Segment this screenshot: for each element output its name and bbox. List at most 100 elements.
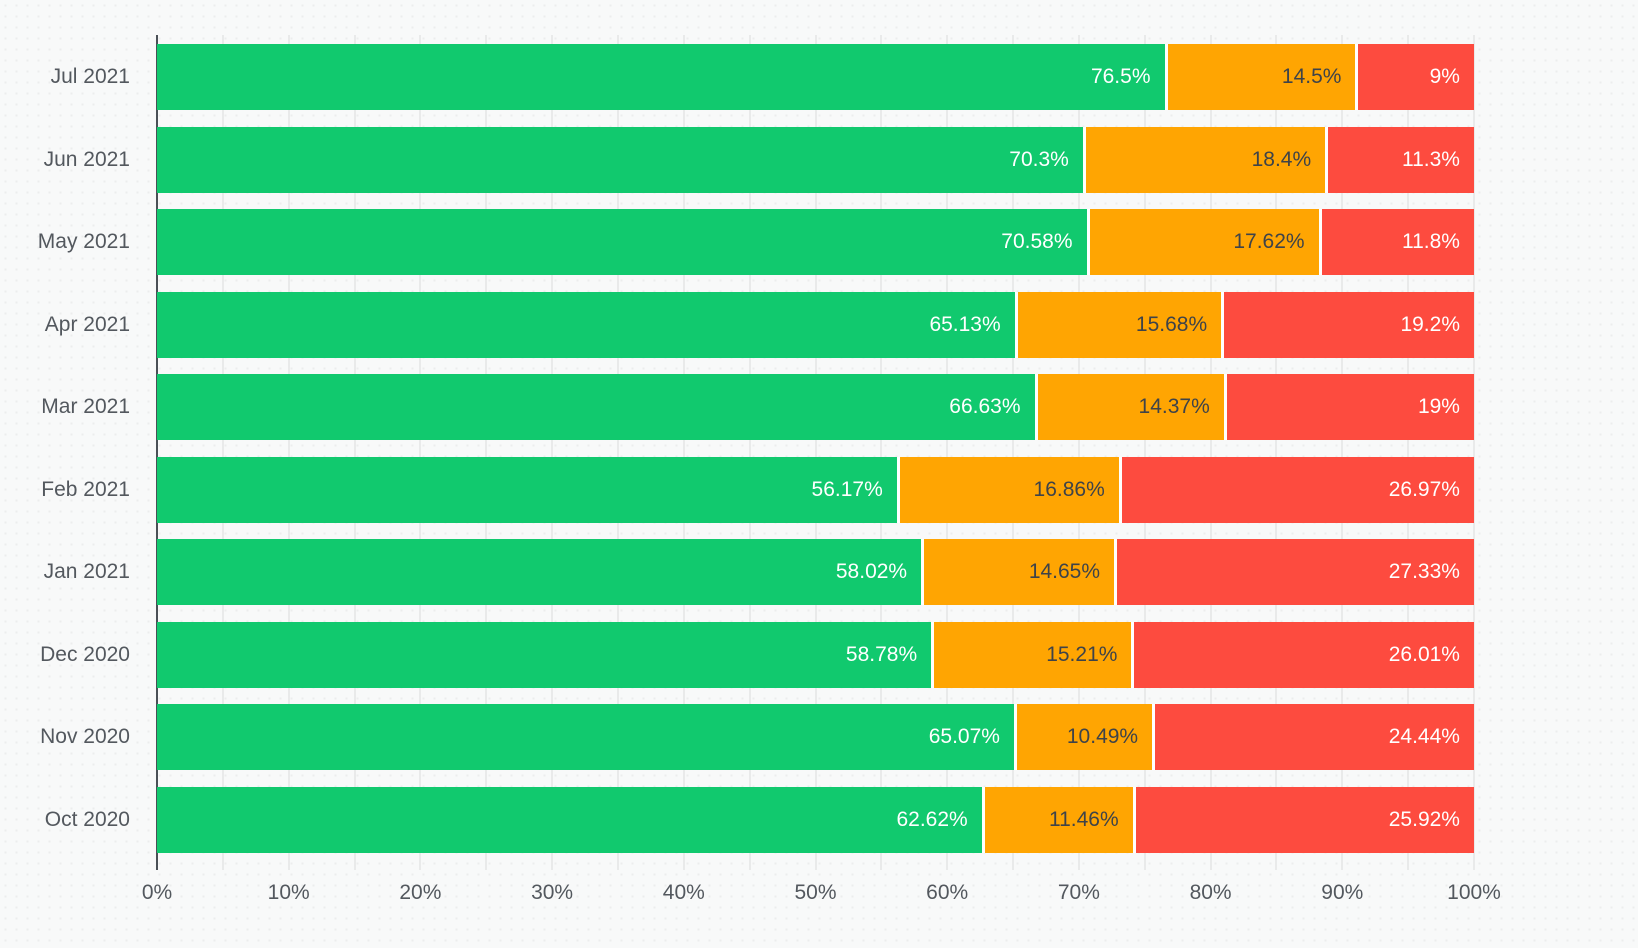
chart-row: Jan 2021 58.02% 14.65% 27.33% xyxy=(0,539,1474,606)
bar-segment-orange[interactable]: 11.46% xyxy=(981,786,1133,853)
stacked-bar: 65.13% 15.68% 19.2% xyxy=(157,291,1474,358)
bar-segment-orange[interactable]: 10.49% xyxy=(1013,704,1153,771)
chart-row: Nov 2020 65.07% 10.49% 24.44% xyxy=(0,704,1474,771)
segment-value-label: 70.58% xyxy=(1001,230,1073,254)
bar-segment-orange[interactable]: 15.68% xyxy=(1014,291,1222,358)
bar-segment-red[interactable]: 26.97% xyxy=(1118,456,1474,523)
bar-segment-orange[interactable]: 15.21% xyxy=(931,621,1132,688)
bar-segment-green[interactable]: 56.17% xyxy=(157,456,897,523)
stacked-bar: 76.5% 14.5% 9% xyxy=(157,44,1474,110)
x-axis: 0% 10% 20% 30% 40% 50% 60% 70% 80% 90% 100% xyxy=(142,881,1501,911)
y-axis-label: May 2021 xyxy=(37,230,130,254)
stacked-bar: 58.78% 15.21% 26.01% xyxy=(157,621,1474,688)
segment-value-label: 9% xyxy=(1429,65,1460,88)
chart-row: Jun 2021 70.3% 18.4% 11.3% xyxy=(0,126,1474,193)
bar-segment-orange[interactable]: 16.86% xyxy=(896,456,1119,523)
y-axis-label: Oct 2020 xyxy=(44,807,130,831)
bar-segment-red[interactable]: 26.01% xyxy=(1131,621,1474,688)
gridline xyxy=(814,35,817,870)
gridline xyxy=(419,35,422,870)
segment-value-label: 14.5% xyxy=(1281,65,1342,88)
segment-value-label: 10.49% xyxy=(1066,725,1139,749)
segment-value-label: 25.92% xyxy=(1388,807,1460,831)
x-axis-tick-label: 80% xyxy=(1189,881,1232,904)
x-axis-tick-label: 30% xyxy=(531,881,574,904)
gridline xyxy=(748,35,751,870)
bar-segment-green[interactable]: 66.63% xyxy=(157,374,1035,441)
segment-value-label: 76.5% xyxy=(1090,65,1151,88)
bar-segment-red[interactable]: 11.3% xyxy=(1325,126,1474,193)
bar-segment-green[interactable]: 62.62% xyxy=(157,786,982,853)
segment-value-label: 11.46% xyxy=(1048,807,1119,831)
stacked-bar: 62.62% 11.46% 25.92% xyxy=(157,786,1474,853)
segment-value-label: 11.8% xyxy=(1401,230,1460,254)
bar-segment-green[interactable]: 58.02% xyxy=(157,539,922,606)
stacked-bar: 70.3% 18.4% 11.3% xyxy=(157,126,1474,193)
bar-segment-red[interactable]: 19% xyxy=(1223,374,1474,441)
bar-segment-red[interactable]: 25.92% xyxy=(1132,786,1474,853)
segment-value-label: 14.65% xyxy=(1028,560,1101,584)
bar-segment-orange[interactable]: 14.37% xyxy=(1034,374,1224,441)
stacked-bar: 70.58% 17.62% 11.8% xyxy=(157,209,1474,276)
y-axis-label: Apr 2021 xyxy=(44,312,130,336)
segment-value-label: 26.01% xyxy=(1388,642,1460,666)
x-axis-tick-label: 40% xyxy=(662,881,705,904)
segment-value-label: 26.97% xyxy=(1388,477,1460,501)
stacked-bar: 66.63% 14.37% 19% xyxy=(157,374,1474,441)
y-axis-label: Jul 2021 xyxy=(50,65,130,88)
plot-gridlines xyxy=(157,35,1475,870)
segment-value-label: 18.4% xyxy=(1251,147,1312,171)
x-axis-tick-label: 70% xyxy=(1057,881,1100,904)
bar-segment-green[interactable]: 76.5% xyxy=(157,44,1165,110)
segment-value-label: 15.68% xyxy=(1135,312,1208,336)
stacked-bar: 58.02% 14.65% 27.33% xyxy=(157,539,1474,606)
chart-row: Jul 2021 76.5% 14.5% 9% xyxy=(0,44,1474,110)
gridline xyxy=(946,35,949,870)
bar-segment-green[interactable]: 65.13% xyxy=(157,291,1015,358)
bar-segment-orange[interactable]: 14.65% xyxy=(921,539,1115,606)
bar-segment-red[interactable]: 27.33% xyxy=(1114,539,1474,606)
gridline xyxy=(551,35,554,870)
segment-value-label: 16.86% xyxy=(1033,477,1105,501)
bar-segment-red[interactable]: 24.44% xyxy=(1152,704,1474,771)
bar-segment-green[interactable]: 70.58% xyxy=(157,209,1087,276)
bar-segment-green[interactable]: 58.78% xyxy=(157,621,932,688)
gridline xyxy=(485,35,488,870)
segment-value-label: 58.78% xyxy=(845,642,918,666)
segment-value-label: 70.3% xyxy=(1009,147,1069,171)
chart-row: Mar 2021 66.63% 14.37% 19% xyxy=(0,374,1474,441)
y-axis-label: Dec 2020 xyxy=(40,642,130,666)
gridline xyxy=(1012,35,1015,870)
gridline xyxy=(1209,35,1212,870)
segment-value-label: 58.02% xyxy=(835,560,908,584)
bar-segment-orange[interactable]: 17.62% xyxy=(1086,209,1319,276)
bar-segment-orange[interactable]: 14.5% xyxy=(1164,44,1356,110)
gridline xyxy=(287,35,290,870)
gridline xyxy=(880,35,883,870)
x-axis-tick-label: 100% xyxy=(1447,881,1501,904)
y-axis-label: Nov 2020 xyxy=(40,725,130,749)
segment-value-label: 66.63% xyxy=(949,395,1021,419)
gridline xyxy=(221,35,224,870)
x-axis-tick-label: 0% xyxy=(141,881,173,904)
bar-segment-green[interactable]: 65.07% xyxy=(157,704,1014,771)
chart-row: May 2021 70.58% 17.62% 11.8% xyxy=(0,209,1474,276)
segment-value-label: 14.37% xyxy=(1138,395,1210,419)
bar-segment-orange[interactable]: 18.4% xyxy=(1082,126,1326,193)
segment-value-label: 65.07% xyxy=(928,725,1000,749)
segment-value-label: 19.2% xyxy=(1400,312,1460,336)
bar-segment-red[interactable]: 11.8% xyxy=(1318,209,1474,276)
x-axis-tick-label: 50% xyxy=(794,881,837,904)
bar-segment-red[interactable]: 9% xyxy=(1355,44,1474,110)
y-axis-label: Jan 2021 xyxy=(43,560,130,584)
gridline xyxy=(1341,35,1344,870)
gridline xyxy=(1275,35,1278,870)
bar-segment-green[interactable]: 70.3% xyxy=(157,126,1083,193)
stacked-bar: 65.07% 10.49% 24.44% xyxy=(157,704,1474,771)
y-axis-label: Jun 2021 xyxy=(43,147,130,171)
bar-segment-red[interactable]: 19.2% xyxy=(1221,291,1474,358)
segment-value-label: 62.62% xyxy=(896,807,968,831)
stacked-bar: 56.17% 16.86% 26.97% xyxy=(157,456,1474,523)
chart-row: Oct 2020 62.62% 11.46% 25.92% xyxy=(0,786,1474,853)
